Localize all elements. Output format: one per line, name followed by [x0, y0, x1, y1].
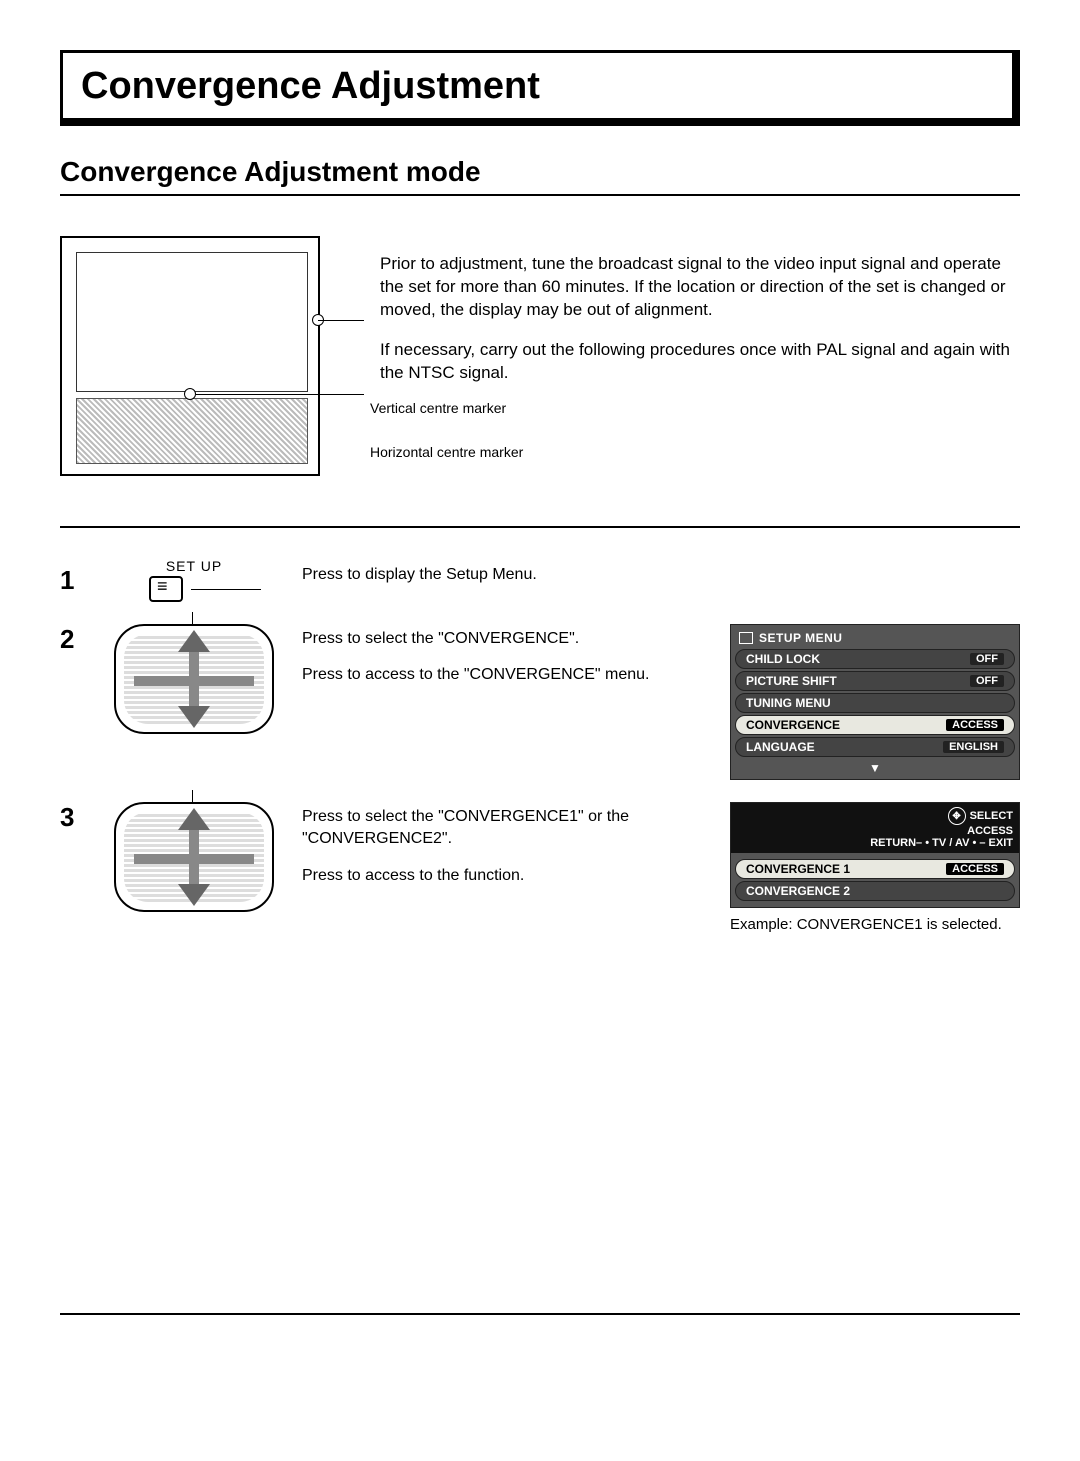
- step-2: 2 Press to select the "CONVERGENCE". Pre…: [60, 624, 1020, 780]
- dpad-icon: [114, 624, 274, 734]
- osd-convergence-menu: ✥ SELECT ACCESS RETURN– • TV / AV • – EX…: [730, 802, 1020, 908]
- section-subtitle: Convergence Adjustment mode: [60, 156, 1020, 196]
- tv-diagram: Vertical centre marker Horizontal centre…: [60, 236, 350, 496]
- osd-item-value: ENGLISH: [943, 741, 1004, 753]
- osd-item-label: CONVERGENCE 2: [746, 884, 850, 898]
- step-2-instruction-2: Press to access to the "CONVERGENCE" men…: [302, 664, 712, 686]
- setup-button-icon: [149, 576, 183, 602]
- step-3-example: Example: CONVERGENCE1 is selected.: [730, 916, 1020, 933]
- osd-setup-menu-title-row: SETUP MENU: [735, 629, 1015, 647]
- section-divider: [60, 526, 1020, 528]
- osd-header-select: SELECT: [970, 810, 1013, 822]
- step-2-icon: [104, 624, 284, 734]
- step-1-text: Press to display the Setup Menu.: [302, 560, 712, 600]
- intro-text: Prior to adjustment, tune the broadcast …: [380, 236, 1020, 402]
- horizontal-marker-label: Horizontal centre marker: [370, 444, 523, 460]
- leader-line-icon: [191, 589, 261, 590]
- step-3-instruction-2: Press to access to the function.: [302, 865, 712, 887]
- osd-convergence-item: CONVERGENCE 2: [735, 881, 1015, 901]
- intro-paragraph-2: If necessary, carry out the following pr…: [380, 339, 1020, 385]
- osd-item-label: LANGUAGE: [746, 740, 815, 754]
- osd-item-label: PICTURE SHIFT: [746, 674, 837, 688]
- osd-nav-arrow: ▼: [735, 759, 1015, 775]
- intro-section: Vertical centre marker Horizontal centre…: [60, 236, 1020, 496]
- osd-convergence-header: ✥ SELECT ACCESS RETURN– • TV / AV • – EX…: [731, 803, 1019, 853]
- intro-paragraph-1: Prior to adjustment, tune the broadcast …: [380, 253, 1020, 322]
- step-3: 3 Press to select the "CONVERGENCE1" or …: [60, 802, 1020, 933]
- osd-setup-item: LANGUAGE ENGLISH: [735, 737, 1015, 757]
- osd-item-value: ACCESS: [946, 863, 1004, 875]
- osd-item-label: TUNING MENU: [746, 696, 831, 710]
- setup-button-label: SET UP: [166, 558, 222, 574]
- step-2-text: Press to select the "CONVERGENCE". Press…: [302, 624, 712, 701]
- osd-header-return: RETURN– • TV / AV • – EXIT: [870, 837, 1013, 849]
- horizontal-marker-icon: [184, 388, 196, 400]
- page-title-box: Convergence Adjustment: [60, 50, 1020, 126]
- step-3-number: 3: [60, 802, 86, 833]
- osd-item-label: CONVERGENCE 1: [746, 862, 850, 876]
- tv-lower-panel: [76, 398, 308, 464]
- osd-setup-item: PICTURE SHIFT OFF: [735, 671, 1015, 691]
- osd-setup-item: TUNING MENU: [735, 693, 1015, 713]
- step-1-icon: SET UP: [104, 558, 284, 602]
- osd-setup-item: CONVERGENCE ACCESS: [735, 715, 1015, 735]
- menu-icon: [739, 632, 753, 644]
- osd-setup-menu: SETUP MENU CHILD LOCK OFF PICTURE SHIFT OFF…: [730, 624, 1020, 780]
- page-title: Convergence Adjustment: [81, 65, 994, 108]
- osd-item-value: ACCESS: [946, 719, 1004, 731]
- tv-frame: [60, 236, 320, 476]
- horizontal-marker-leader: [196, 394, 364, 395]
- osd-setup-menu-title: SETUP MENU: [759, 631, 842, 645]
- osd-header-access: ACCESS: [870, 825, 1013, 837]
- osd-item-label: CHILD LOCK: [746, 652, 820, 666]
- step-2-instruction-1: Press to select the "CONVERGENCE".: [302, 628, 712, 650]
- osd-setup-item: CHILD LOCK OFF: [735, 649, 1015, 669]
- step-3-text: Press to select the "CONVERGENCE1" or th…: [302, 802, 712, 901]
- dpad-mini-icon: ✥: [948, 807, 966, 825]
- step-1: 1 SET UP Press to display the Setup Menu…: [60, 558, 1020, 602]
- step-2-number: 2: [60, 624, 86, 655]
- vertical-marker-leader: [318, 320, 364, 321]
- step-3-instruction-1: Press to select the "CONVERGENCE1" or th…: [302, 806, 712, 851]
- step-1-number: 1: [60, 565, 86, 596]
- osd-item-value: OFF: [970, 653, 1004, 665]
- step-1-instruction: Press to display the Setup Menu.: [302, 564, 712, 586]
- osd-item-value: OFF: [970, 675, 1004, 687]
- vertical-marker-label: Vertical centre marker: [370, 400, 506, 416]
- osd-item-label: CONVERGENCE: [746, 718, 840, 732]
- dpad-icon: [114, 802, 274, 912]
- page-bottom-divider: [60, 1313, 1020, 1315]
- osd-convergence-item: CONVERGENCE 1 ACCESS: [735, 859, 1015, 879]
- step-3-icon: [104, 802, 284, 912]
- tv-screen: [76, 252, 308, 392]
